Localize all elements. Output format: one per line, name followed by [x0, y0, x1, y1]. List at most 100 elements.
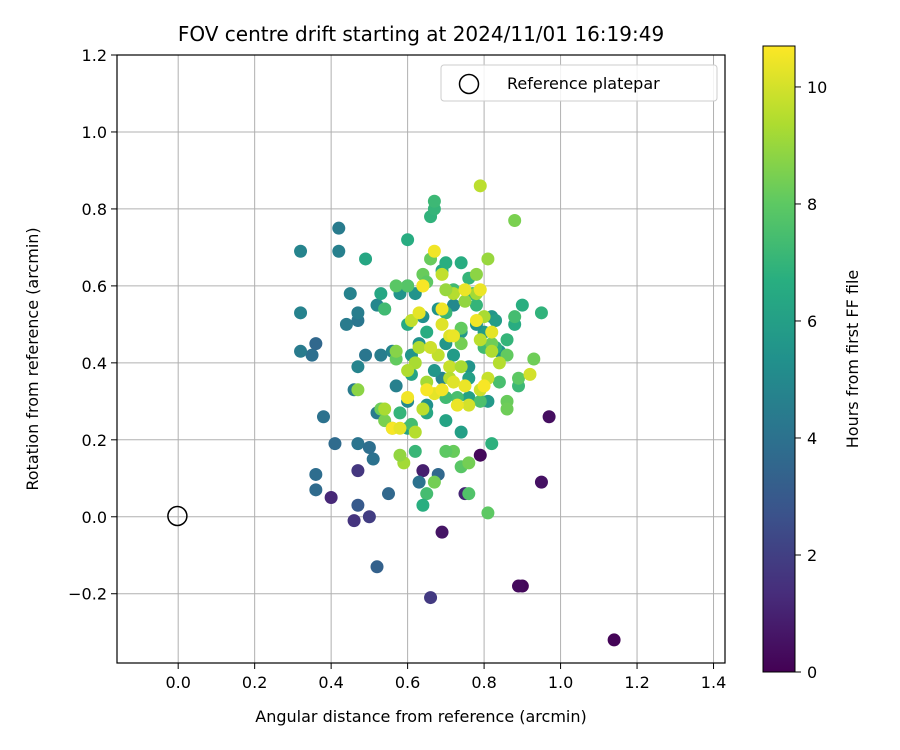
data-point: [435, 317, 449, 331]
data-point: [435, 525, 449, 539]
data-point: [447, 348, 461, 362]
data-point: [420, 325, 434, 339]
data-point: [473, 333, 487, 347]
data-point: [439, 256, 453, 270]
data-point: [351, 464, 365, 478]
data-point: [294, 306, 308, 320]
data-point: [381, 487, 395, 501]
data-point: [485, 437, 499, 451]
data-point: [542, 410, 556, 424]
data-point: [447, 329, 461, 343]
data-point: [401, 279, 415, 293]
data-point: [370, 560, 384, 574]
chart-title: FOV centre drift starting at 2024/11/01 …: [178, 22, 664, 46]
data-point: [458, 294, 472, 308]
x-tick-label: 0.4: [318, 673, 343, 692]
data-point: [309, 483, 323, 497]
reference-platepar-marker: [167, 505, 188, 527]
data-point: [424, 591, 438, 605]
data-point: [427, 244, 441, 258]
legend-marker-icon: [458, 73, 480, 95]
data-point: [473, 448, 487, 462]
legend: Reference platepar: [440, 64, 718, 102]
x-axis-ticks: 0.0 0.2 0.4 0.6 0.8 1.0 1.2 1.4: [165, 663, 726, 692]
data-point: [408, 444, 422, 458]
colorbar-tick-label: 6: [807, 312, 817, 331]
x-tick-label: 0.0: [165, 673, 190, 692]
data-point: [435, 302, 449, 316]
y-tick-label: 0.6: [82, 277, 107, 296]
data-point: [462, 398, 476, 412]
data-point: [454, 360, 468, 374]
colorbar-tick-label: 0: [807, 663, 817, 682]
data-point: [515, 298, 529, 312]
y-tick-label: 1.2: [82, 46, 107, 65]
y-tick-label: 0.8: [82, 200, 107, 219]
y-axis-label: Rotation from reference (arcmin): [23, 227, 42, 490]
data-point: [469, 314, 483, 328]
data-point: [339, 317, 353, 331]
y-tick-label: 1.0: [82, 123, 107, 142]
data-point: [512, 579, 526, 593]
data-point: [393, 448, 407, 462]
data-point: [401, 390, 415, 404]
data-point: [324, 491, 338, 505]
y-tick-label: −0.2: [68, 585, 107, 604]
data-point: [439, 283, 453, 297]
data-point: [607, 633, 621, 647]
data-point: [439, 414, 453, 428]
data-point: [462, 456, 476, 470]
data-point: [351, 306, 365, 320]
data-point: [435, 267, 449, 281]
data-point: [359, 252, 373, 266]
data-point: [351, 360, 365, 374]
x-tick-label: 0.2: [242, 673, 267, 692]
plot-frame: [116, 54, 726, 664]
data-point: [481, 252, 495, 266]
data-point: [527, 352, 541, 366]
x-tick-label: 1.4: [701, 673, 726, 692]
data-point: [489, 314, 503, 328]
colorbar-tick-label: 4: [807, 429, 817, 448]
data-point: [420, 487, 434, 501]
data-point: [416, 402, 430, 416]
data-point: [393, 406, 407, 420]
y-tick-label: 0.2: [82, 431, 107, 450]
data-point: [343, 287, 357, 301]
data-point: [374, 287, 388, 301]
data-point: [347, 514, 361, 528]
data-point: [401, 364, 415, 378]
data-point: [359, 348, 373, 362]
data-point: [416, 464, 430, 478]
legend-entry-reference-platepar: Reference platepar: [507, 74, 660, 93]
data-point: [412, 475, 426, 489]
data-point: [473, 179, 487, 193]
data-point: [485, 344, 499, 358]
data-point: [389, 344, 403, 358]
legend-box: [440, 64, 718, 102]
data-point: [332, 244, 346, 258]
data-point: [473, 394, 487, 408]
data-point: [316, 410, 330, 424]
data-point: [424, 340, 438, 354]
data-point: [481, 506, 495, 520]
data-point: [458, 283, 472, 297]
data-point: [450, 398, 464, 412]
data-point: [309, 337, 323, 351]
data-points: [294, 179, 621, 647]
colorbar-tick-label: 2: [807, 546, 817, 565]
data-point: [420, 383, 434, 397]
data-point: [378, 302, 392, 316]
data-point: [523, 367, 537, 381]
data-point: [328, 437, 342, 451]
x-axis-label: Angular distance from reference (arcmin): [255, 707, 586, 726]
data-point: [294, 344, 308, 358]
x-tick-label: 0.6: [395, 673, 420, 692]
data-point: [305, 348, 319, 362]
colorbar-gradient: [762, 45, 796, 673]
data-point: [393, 421, 407, 435]
data-point: [351, 498, 365, 512]
data-point: [389, 379, 403, 393]
data-point: [427, 194, 441, 208]
